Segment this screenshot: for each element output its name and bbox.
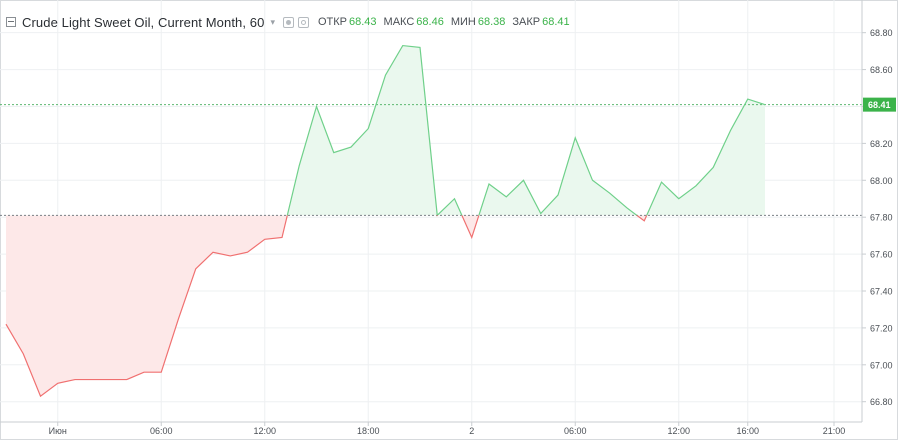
- x-tick-label: 12:00: [253, 426, 276, 436]
- y-tick-label: 67.60: [870, 250, 893, 260]
- data-point: [74, 378, 77, 381]
- close-value: 68.41: [542, 16, 570, 28]
- data-point: [281, 236, 284, 239]
- data-point: [764, 103, 767, 106]
- price-area: [6, 45, 765, 397]
- y-tick-label: 67.20: [870, 323, 893, 333]
- symbol-title[interactable]: Crude Light Sweet Oil, Current Month, 60: [22, 14, 265, 30]
- x-tick-label: 2: [469, 426, 474, 436]
- high-value: 68.46: [416, 16, 444, 28]
- data-point: [384, 74, 387, 77]
- data-point: [332, 151, 335, 154]
- y-tick-label: 68.80: [870, 28, 893, 38]
- settings-icon[interactable]: [297, 16, 309, 28]
- data-point: [505, 195, 508, 198]
- data-point: [557, 194, 560, 197]
- x-axis-ticks: Июн 06:00 12:00 18:00 2 06:00 12:00 16:00 21:00: [49, 422, 846, 436]
- data-point: [746, 98, 749, 101]
- data-point: [643, 219, 646, 222]
- y-tick-label: 67.40: [870, 286, 893, 296]
- dropdown-arrow-icon[interactable]: ▾: [270, 16, 275, 27]
- open-value: 68.43: [349, 16, 377, 28]
- close-label: ЗАКР: [512, 16, 541, 28]
- axes: [0, 0, 863, 423]
- data-point: [194, 267, 197, 270]
- data-point: [695, 184, 698, 187]
- x-tick-label: 16:00: [736, 426, 759, 436]
- x-tick-label: 06:00: [150, 426, 173, 436]
- data-point: [367, 127, 370, 130]
- x-tick-label: 18:00: [357, 426, 380, 436]
- area-above-baseline: [287, 45, 765, 216]
- low-value: 68.38: [477, 16, 506, 28]
- y-tick-label: 68.60: [870, 65, 893, 75]
- data-point: [660, 181, 663, 184]
- data-point: [470, 236, 473, 239]
- x-tick-label: 12:00: [667, 426, 690, 436]
- area-below-baseline: [6, 215, 765, 397]
- data-point: [246, 251, 249, 254]
- data-point: [574, 136, 577, 139]
- data-point: [125, 378, 128, 381]
- data-point: [350, 146, 353, 149]
- data-point: [160, 371, 163, 374]
- last-price-tag: 68.41: [863, 97, 896, 112]
- price-line: [5, 44, 766, 398]
- data-point: [436, 214, 439, 217]
- y-tick-label: 68.20: [870, 139, 893, 149]
- y-tick-label: 67.80: [870, 213, 893, 223]
- low-label: МИН: [450, 16, 476, 28]
- data-point: [143, 371, 146, 374]
- data-point: [22, 352, 25, 355]
- data-point: [177, 317, 180, 320]
- x-tick-label: 06:00: [564, 426, 587, 436]
- data-point: [298, 164, 301, 167]
- data-point: [401, 44, 404, 47]
- data-point: [39, 395, 42, 398]
- chart-legend: Crude Light Sweet Oil, Current Month, 60…: [6, 13, 570, 31]
- x-tick-label: Июн: [49, 426, 67, 436]
- data-point: [729, 129, 732, 132]
- y-tick-label: 66.80: [870, 397, 893, 407]
- data-point: [229, 254, 232, 257]
- last-price-tag-text: 68.41: [868, 100, 891, 110]
- high-label: МАКС: [383, 16, 415, 28]
- data-point: [453, 197, 456, 200]
- data-point: [677, 197, 680, 200]
- y-tick-label: 68.00: [870, 176, 893, 186]
- y-tick-label: 67.00: [870, 360, 893, 370]
- x-tick-label: 21:00: [823, 426, 846, 436]
- data-point: [522, 179, 525, 182]
- data-point: [608, 192, 611, 195]
- price-line-up: [286, 44, 766, 216]
- data-point: [263, 238, 266, 241]
- data-point: [56, 382, 59, 385]
- data-point: [5, 323, 8, 326]
- collapse-legend-icon[interactable]: [6, 17, 16, 27]
- data-point: [626, 206, 629, 209]
- eye-icon[interactable]: [282, 16, 294, 28]
- open-label: ОТКР: [317, 16, 348, 28]
- data-point: [712, 166, 715, 169]
- data-point: [539, 212, 542, 215]
- data-point: [419, 46, 422, 49]
- data-point: [315, 105, 318, 108]
- last-price-tag-bg: [863, 97, 896, 112]
- price-line-down: [5, 215, 648, 398]
- data-point: [91, 378, 94, 381]
- data-point: [591, 179, 594, 182]
- y-axis-ticks: 68.8068.6068.4068.2068.0067.8067.6067.40…: [862, 28, 893, 407]
- data-point: [212, 251, 215, 254]
- data-point: [488, 182, 491, 185]
- data-point: [108, 378, 111, 381]
